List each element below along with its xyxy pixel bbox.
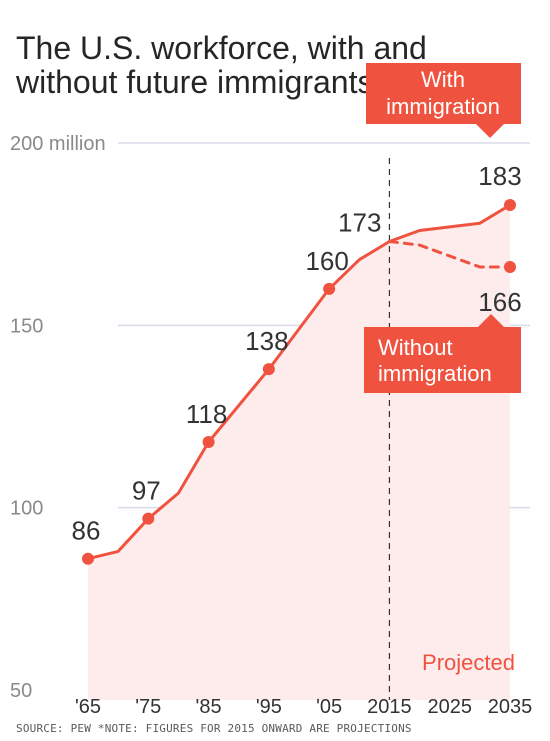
series-lines [86,203,512,561]
source-note: SOURCE: PEW *NOTE: FIGURES FOR 2015 ONWA… [16,722,412,735]
area-under-line [88,205,510,700]
x-tick-label: '05 [316,696,342,718]
projection-divider: Projected [388,158,515,700]
data-point [142,512,155,525]
data-labels: 86 97 118 138 160 173 183 166 [72,161,522,546]
x-tick-label: '65 [75,696,101,718]
data-point [82,552,94,565]
area-fill [88,205,510,700]
y-tick-label: 100 [10,498,43,520]
data-label: 166 [478,287,521,317]
x-tick-label: 2015 [367,696,412,718]
chart-title: The U.S. workforce, with and without fut… [16,30,427,101]
data-points [82,198,516,565]
series-line-with-immigration [86,203,512,561]
data-label: 160 [305,246,348,276]
data-label: 86 [72,516,101,546]
y-tick-label: 50 [10,680,32,702]
data-label: 183 [478,161,521,191]
x-tick-label: '75 [135,696,161,718]
data-label: 173 [338,207,381,237]
callout-with-immigration [366,63,521,138]
data-point [202,436,215,449]
data-label: 97 [132,476,161,506]
data-point [323,282,336,295]
data-label: 118 [186,399,227,429]
y-tick-label: 200 million [10,133,106,155]
axis-tick-labels: 200 million 150 100 50 '65 '75 '85 '95 '05 2015 20… [10,133,532,718]
callout-text: With [421,67,465,92]
x-tick-label: '95 [256,696,282,718]
callout-without-immigration [364,314,521,393]
projected-label: Projected [422,650,515,675]
data-point [504,260,516,273]
x-tick-label: 2035 [488,696,533,718]
data-point [504,198,516,211]
x-tick-label: '85 [196,696,222,718]
callout-text: Without [378,335,453,360]
series-line-without-immigration [387,240,512,269]
x-tick-label: 2025 [427,696,472,718]
callout-text: immigration [378,361,492,386]
y-tick-label: 150 [10,315,43,337]
data-label: 138 [245,326,288,356]
data-point [262,363,275,376]
callout-text: immigration [386,94,500,119]
